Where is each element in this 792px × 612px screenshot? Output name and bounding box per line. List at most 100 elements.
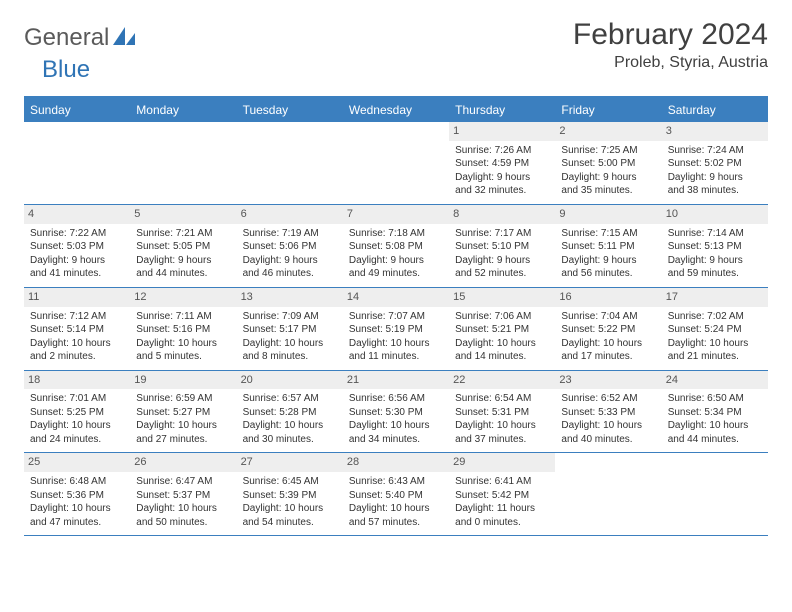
cell-line: Daylight: 10 hours <box>561 337 655 351</box>
calendar-cell: 28Sunrise: 6:43 AMSunset: 5:40 PMDayligh… <box>343 453 449 535</box>
weekday-header: Sunday Monday Tuesday Wednesday Thursday… <box>24 98 768 122</box>
day-number: 29 <box>449 453 555 472</box>
cell-line: Daylight: 9 hours <box>455 171 549 185</box>
cell-line: Daylight: 10 hours <box>30 419 124 433</box>
cell-line: Sunset: 5:21 PM <box>455 323 549 337</box>
cell-line: Daylight: 9 hours <box>243 254 337 268</box>
calendar-cell: 22Sunrise: 6:54 AMSunset: 5:31 PMDayligh… <box>449 371 555 453</box>
cell-line: Daylight: 10 hours <box>243 419 337 433</box>
cell-line: Sunrise: 6:45 AM <box>243 475 337 489</box>
cell-line: Daylight: 10 hours <box>243 502 337 516</box>
calendar-cell: 18Sunrise: 7:01 AMSunset: 5:25 PMDayligh… <box>24 371 130 453</box>
calendar-cell: 10Sunrise: 7:14 AMSunset: 5:13 PMDayligh… <box>662 205 768 287</box>
cell-line: Daylight: 10 hours <box>455 419 549 433</box>
calendar-cell: 20Sunrise: 6:57 AMSunset: 5:28 PMDayligh… <box>237 371 343 453</box>
cell-line: Sunset: 4:59 PM <box>455 157 549 171</box>
cell-line: Sunset: 5:24 PM <box>668 323 762 337</box>
calendar-cell <box>555 453 661 535</box>
cell-line: Daylight: 10 hours <box>136 419 230 433</box>
cell-line: and 59 minutes. <box>668 267 762 281</box>
cell-line: Sunrise: 7:12 AM <box>30 310 124 324</box>
day-number: 8 <box>449 205 555 224</box>
cell-line: Daylight: 10 hours <box>30 502 124 516</box>
cell-line: Daylight: 10 hours <box>668 337 762 351</box>
cell-line: Sunset: 5:19 PM <box>349 323 443 337</box>
weekday-friday: Friday <box>555 98 661 122</box>
cell-line: Sunrise: 7:11 AM <box>136 310 230 324</box>
calendar-cell <box>24 122 130 204</box>
cell-line: Sunrise: 6:57 AM <box>243 392 337 406</box>
cell-line: Sunrise: 7:01 AM <box>30 392 124 406</box>
day-number: 2 <box>555 122 661 141</box>
day-number: 19 <box>130 371 236 390</box>
brand-text-1: General <box>24 24 109 52</box>
cell-line: Sunrise: 7:04 AM <box>561 310 655 324</box>
calendar-cell: 7Sunrise: 7:18 AMSunset: 5:08 PMDaylight… <box>343 205 449 287</box>
cell-line: Sunset: 5:02 PM <box>668 157 762 171</box>
day-number: 1 <box>449 122 555 141</box>
cell-line: Sunrise: 7:14 AM <box>668 227 762 241</box>
calendar-cell <box>237 122 343 204</box>
cell-line: and 38 minutes. <box>668 184 762 198</box>
cell-line: Sunset: 5:08 PM <box>349 240 443 254</box>
day-number: 27 <box>237 453 343 472</box>
cell-line: Daylight: 11 hours <box>455 502 549 516</box>
cell-line: Sunrise: 7:09 AM <box>243 310 337 324</box>
calendar-week: 11Sunrise: 7:12 AMSunset: 5:14 PMDayligh… <box>24 288 768 371</box>
cell-line: and 37 minutes. <box>455 433 549 447</box>
day-number: 16 <box>555 288 661 307</box>
day-number: 28 <box>343 453 449 472</box>
cell-line: Sunrise: 6:43 AM <box>349 475 443 489</box>
cell-line: and 30 minutes. <box>243 433 337 447</box>
day-number: 3 <box>662 122 768 141</box>
calendar-cell: 15Sunrise: 7:06 AMSunset: 5:21 PMDayligh… <box>449 288 555 370</box>
cell-line: Daylight: 10 hours <box>349 419 443 433</box>
day-number: 12 <box>130 288 236 307</box>
cell-line: and 0 minutes. <box>455 516 549 530</box>
calendar-cell: 24Sunrise: 6:50 AMSunset: 5:34 PMDayligh… <box>662 371 768 453</box>
cell-line: Daylight: 9 hours <box>668 171 762 185</box>
cell-line: Daylight: 9 hours <box>561 171 655 185</box>
cell-line: Daylight: 9 hours <box>561 254 655 268</box>
cell-line: and 27 minutes. <box>136 433 230 447</box>
calendar-week: 18Sunrise: 7:01 AMSunset: 5:25 PMDayligh… <box>24 371 768 454</box>
day-number: 21 <box>343 371 449 390</box>
cell-line: Sunset: 5:10 PM <box>455 240 549 254</box>
cell-line: Sunrise: 6:41 AM <box>455 475 549 489</box>
cell-line: Sunset: 5:37 PM <box>136 489 230 503</box>
cell-line: and 40 minutes. <box>561 433 655 447</box>
calendar-cell: 9Sunrise: 7:15 AMSunset: 5:11 PMDaylight… <box>555 205 661 287</box>
brand-logo: General <box>24 18 139 52</box>
cell-line: Sunrise: 7:07 AM <box>349 310 443 324</box>
cell-line: Sunset: 5:28 PM <box>243 406 337 420</box>
cell-line: and 35 minutes. <box>561 184 655 198</box>
weekday-wednesday: Wednesday <box>343 98 449 122</box>
cell-line: Daylight: 10 hours <box>136 502 230 516</box>
calendar-cell: 26Sunrise: 6:47 AMSunset: 5:37 PMDayligh… <box>130 453 236 535</box>
calendar-cell: 3 Sunrise: 7:24 AMSunset: 5:02 PMDaylight… <box>662 122 768 204</box>
cell-line: and 8 minutes. <box>243 350 337 364</box>
cell-line: Sunset: 5:22 PM <box>561 323 655 337</box>
cell-line: Daylight: 9 hours <box>668 254 762 268</box>
day-number: 15 <box>449 288 555 307</box>
cell-line: and 24 minutes. <box>30 433 124 447</box>
calendar-week: 4Sunrise: 7:22 AMSunset: 5:03 PMDaylight… <box>24 205 768 288</box>
cell-line: Sunrise: 7:22 AM <box>30 227 124 241</box>
calendar-cell: 16 Sunrise: 7:04 AMSunset: 5:22 PMDayligh… <box>555 288 661 370</box>
cell-line: Sunrise: 7:25 AM <box>561 144 655 158</box>
cell-line: Sunset: 5:39 PM <box>243 489 337 503</box>
calendar-cell: 14Sunrise: 7:07 AMSunset: 5:19 PMDayligh… <box>343 288 449 370</box>
day-number: 17 <box>662 288 768 307</box>
cell-line: and 34 minutes. <box>349 433 443 447</box>
calendar-cell: 29Sunrise: 6:41 AMSunset: 5:42 PMDayligh… <box>449 453 555 535</box>
cell-line: Sunset: 5:16 PM <box>136 323 230 337</box>
cell-line: Sunset: 5:03 PM <box>30 240 124 254</box>
calendar-cell <box>343 122 449 204</box>
cell-line: Sunrise: 7:24 AM <box>668 144 762 158</box>
cell-line: and 11 minutes. <box>349 350 443 364</box>
cell-line: and 47 minutes. <box>30 516 124 530</box>
calendar-cell: 19Sunrise: 6:59 AMSunset: 5:27 PMDayligh… <box>130 371 236 453</box>
cell-line: and 54 minutes. <box>243 516 337 530</box>
cell-line: Sunrise: 7:06 AM <box>455 310 549 324</box>
calendar-cell: 8Sunrise: 7:17 AMSunset: 5:10 PMDaylight… <box>449 205 555 287</box>
